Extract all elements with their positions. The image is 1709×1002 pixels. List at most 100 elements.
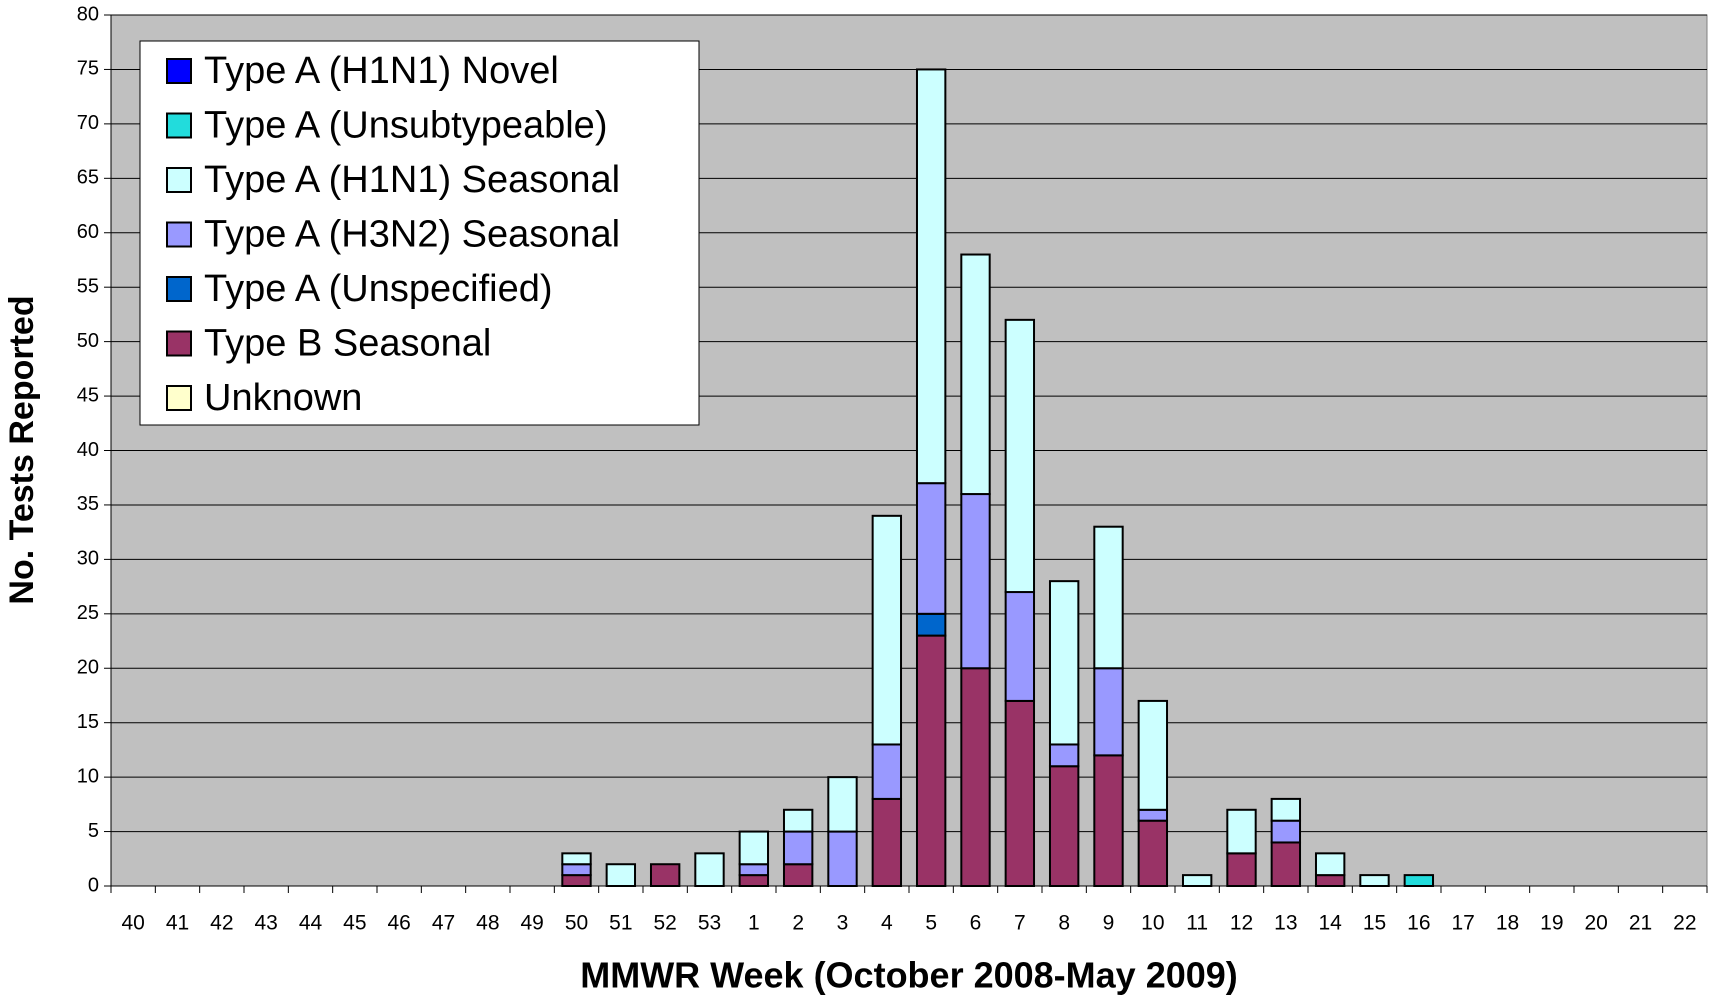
bar-segment xyxy=(738,863,770,877)
x-tick-label: 16 xyxy=(1407,912,1430,935)
bar-segment xyxy=(960,493,991,670)
legend: Type A (H1N1) Novel Type A (Unsubtypeable… xyxy=(139,40,700,426)
x-tick-label: 2 xyxy=(792,912,804,935)
legend-label: Type A (Unspecified) xyxy=(204,268,553,310)
bar-segment xyxy=(1314,874,1346,887)
y-tick-label: 50 xyxy=(77,330,99,352)
y-tick-label: 40 xyxy=(77,439,99,461)
bar-segment xyxy=(1048,743,1080,768)
x-tick-label: 47 xyxy=(432,912,455,935)
bar-segment xyxy=(1270,819,1302,844)
y-tick-label: 30 xyxy=(77,548,99,570)
y-tick-label: 25 xyxy=(77,602,99,624)
x-tick-label: 14 xyxy=(1318,912,1342,935)
x-tick-label: 18 xyxy=(1496,912,1519,935)
bar-segment xyxy=(738,874,770,887)
x-tick-label: 42 xyxy=(210,912,233,935)
y-tick-label: 60 xyxy=(77,221,99,243)
bar-segment xyxy=(915,634,947,888)
bar-segment xyxy=(694,852,725,888)
bar-segment xyxy=(561,863,592,877)
x-tick-label: 22 xyxy=(1673,912,1696,935)
x-tick-label: 43 xyxy=(254,912,277,935)
legend-label: Type A (Unsubtypeable) xyxy=(204,105,607,147)
y-tick-label: 5 xyxy=(88,820,99,842)
bar-segment xyxy=(649,863,681,887)
x-tick-label: 9 xyxy=(1103,912,1115,935)
bar-segment xyxy=(1093,525,1124,670)
bar-segment xyxy=(915,482,947,615)
y-tick-label: 80 xyxy=(77,3,99,25)
x-tick-label: 3 xyxy=(837,912,849,935)
bar-segment xyxy=(915,68,947,485)
x-tick-label: 7 xyxy=(1014,912,1026,935)
x-tick-label: 13 xyxy=(1274,912,1297,935)
bar-segment xyxy=(782,808,814,833)
bar-segment xyxy=(915,612,947,637)
bar-segment xyxy=(1226,808,1257,855)
bar-segment xyxy=(1359,874,1390,887)
x-tick-label: 45 xyxy=(343,912,366,935)
y-tick-label: 20 xyxy=(77,657,99,679)
bar-segment xyxy=(1048,765,1080,887)
legend-label: Type A (H3N2) Seasonal xyxy=(204,214,620,256)
y-tick-label: 0 xyxy=(88,874,99,896)
y-tick-label: 75 xyxy=(77,58,99,80)
legend-swatch xyxy=(166,221,192,248)
bar-segment xyxy=(1048,580,1080,746)
y-tick-label: 35 xyxy=(77,493,99,515)
bar-segment xyxy=(1093,667,1124,757)
legend-label: Type A (H1N1) Seasonal xyxy=(204,159,620,201)
bar-segment xyxy=(1226,852,1257,888)
legend-swatch xyxy=(166,58,192,84)
bar-segment xyxy=(960,253,991,496)
bar-segment xyxy=(561,874,592,887)
bar-segment xyxy=(871,797,903,888)
legend-swatch xyxy=(166,330,192,357)
bars xyxy=(561,68,1435,888)
y-tick-label: 70 xyxy=(77,112,99,134)
x-tick-label: 50 xyxy=(565,912,588,935)
bar-segment xyxy=(827,830,858,887)
bar-segment xyxy=(1137,808,1169,822)
bar-segment xyxy=(782,830,814,866)
bar-segment xyxy=(827,776,858,833)
legend-label: Type A (H1N1) Novel xyxy=(204,50,559,92)
bar-segment xyxy=(871,743,903,800)
bar-segment xyxy=(1137,819,1169,887)
bar-segment xyxy=(1270,841,1302,888)
y-tick-label: 65 xyxy=(77,167,99,189)
x-tick-label: 8 xyxy=(1058,912,1070,935)
y-tick-label: 15 xyxy=(77,711,99,733)
x-axis-title: MMWR Week (October 2008-May 2009) xyxy=(580,955,1238,996)
bar-segment xyxy=(1093,754,1124,887)
legend-swatch xyxy=(166,112,192,139)
bar-segment xyxy=(738,830,770,866)
x-tick-label: 4 xyxy=(881,912,893,935)
bar-segment xyxy=(871,514,903,746)
bar-segment xyxy=(1004,699,1036,887)
bar-segment xyxy=(1403,874,1435,887)
x-tick-label: 5 xyxy=(925,912,937,935)
x-tick-label: 44 xyxy=(299,912,323,935)
x-tick-label: 15 xyxy=(1363,912,1386,935)
bar-segment xyxy=(1004,591,1036,702)
y-tick-label: 55 xyxy=(77,275,99,297)
legend-swatch xyxy=(166,167,192,193)
x-tick-label: 48 xyxy=(476,912,499,935)
x-tick-label: 12 xyxy=(1230,912,1253,935)
legend-label: Unknown xyxy=(204,377,362,419)
bar-segment xyxy=(1270,797,1302,822)
legend-box xyxy=(139,40,700,426)
bar-segment xyxy=(1181,874,1213,887)
bar-segment xyxy=(1314,852,1346,877)
x-tick-label: 11 xyxy=(1186,912,1208,935)
x-tick-label: 49 xyxy=(520,912,543,935)
x-tick-label: 20 xyxy=(1584,912,1607,935)
x-tick-label: 51 xyxy=(609,912,632,935)
x-tick-label: 10 xyxy=(1141,912,1164,935)
x-tick-label: 40 xyxy=(121,912,144,935)
x-tick-label: 17 xyxy=(1451,912,1474,935)
y-tick-label: 45 xyxy=(77,384,99,406)
